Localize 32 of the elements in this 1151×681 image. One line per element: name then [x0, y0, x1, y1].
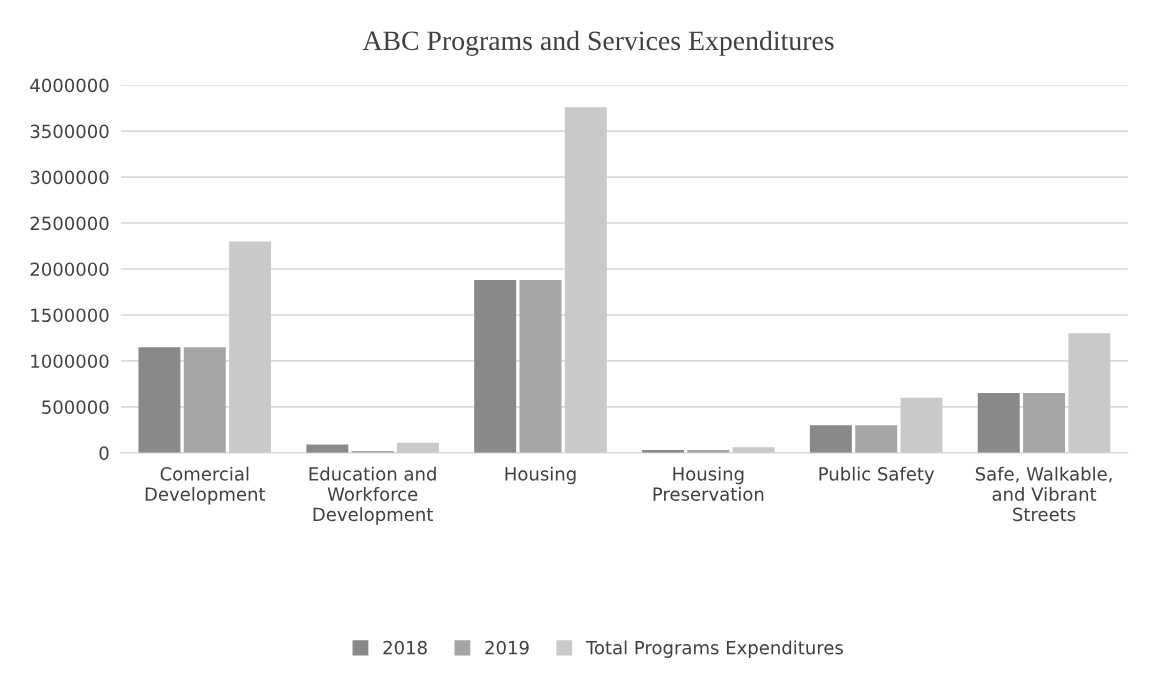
- chart-title: ABC Programs and Services Expenditures: [362, 30, 834, 56]
- y-tick-label: 500000: [42, 400, 109, 415]
- bar: [809, 425, 852, 453]
- x-tick-label: Housing: [505, 466, 576, 485]
- bar: [1023, 393, 1066, 453]
- bar: [138, 347, 181, 453]
- bar: [474, 280, 517, 453]
- x-tick-label: Education and Workforce Development: [309, 466, 436, 525]
- y-tick-label: 3000000: [30, 170, 109, 185]
- bar: [855, 425, 898, 453]
- legend-label: 2019: [485, 640, 529, 655]
- x-tick-label: Safe, Walkable, and Vibrant Streets: [975, 466, 1112, 522]
- bar: [519, 280, 562, 453]
- legend-label: 2018: [383, 640, 427, 655]
- x-tick-label: Housing Preservation: [653, 466, 764, 501]
- bar: [1068, 333, 1111, 453]
- x-tick-label: Public Safety: [819, 466, 935, 485]
- y-tick-label: 2000000: [30, 262, 109, 277]
- bar: [732, 447, 775, 453]
- bar: [183, 347, 226, 453]
- y-tick-label: 1000000: [31, 354, 109, 369]
- y-tick-label: 0: [99, 446, 109, 460]
- y-tick-label: 4000000: [30, 78, 109, 93]
- bar: [977, 393, 1020, 453]
- y-tick-label: 1500000: [31, 308, 109, 323]
- legend-label: Total Programs Expenditures: [585, 640, 843, 658]
- y-tick-label: 2500000: [30, 216, 109, 231]
- y-tick-label: 3500000: [30, 124, 109, 139]
- bar: [564, 107, 607, 453]
- bar: [900, 397, 943, 453]
- x-tick-label: Comercial Development: [145, 466, 266, 505]
- bar: [229, 241, 272, 453]
